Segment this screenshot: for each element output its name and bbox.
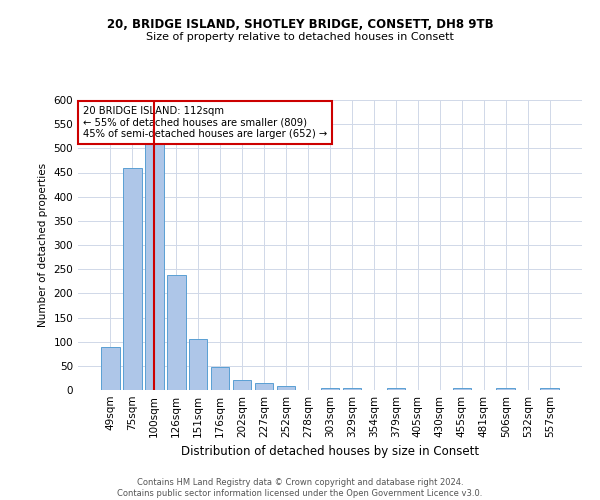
Bar <box>101 348 119 390</box>
Bar <box>255 383 274 390</box>
Bar <box>277 386 295 390</box>
Bar <box>320 388 340 390</box>
Bar <box>145 124 164 390</box>
Bar <box>452 388 471 390</box>
Bar <box>167 276 185 390</box>
Bar <box>123 168 142 390</box>
Bar <box>211 368 229 390</box>
Bar <box>541 388 559 390</box>
Bar <box>343 388 361 390</box>
Text: 20 BRIDGE ISLAND: 112sqm
← 55% of detached houses are smaller (809)
45% of semi-: 20 BRIDGE ISLAND: 112sqm ← 55% of detach… <box>83 106 327 139</box>
Text: 20, BRIDGE ISLAND, SHOTLEY BRIDGE, CONSETT, DH8 9TB: 20, BRIDGE ISLAND, SHOTLEY BRIDGE, CONSE… <box>107 18 493 30</box>
Text: Contains HM Land Registry data © Crown copyright and database right 2024.
Contai: Contains HM Land Registry data © Crown c… <box>118 478 482 498</box>
Y-axis label: Number of detached properties: Number of detached properties <box>38 163 48 327</box>
X-axis label: Distribution of detached houses by size in Consett: Distribution of detached houses by size … <box>181 446 479 458</box>
Bar <box>233 380 251 390</box>
Bar <box>189 339 208 390</box>
Text: Size of property relative to detached houses in Consett: Size of property relative to detached ho… <box>146 32 454 42</box>
Bar <box>386 388 405 390</box>
Bar <box>496 388 515 390</box>
